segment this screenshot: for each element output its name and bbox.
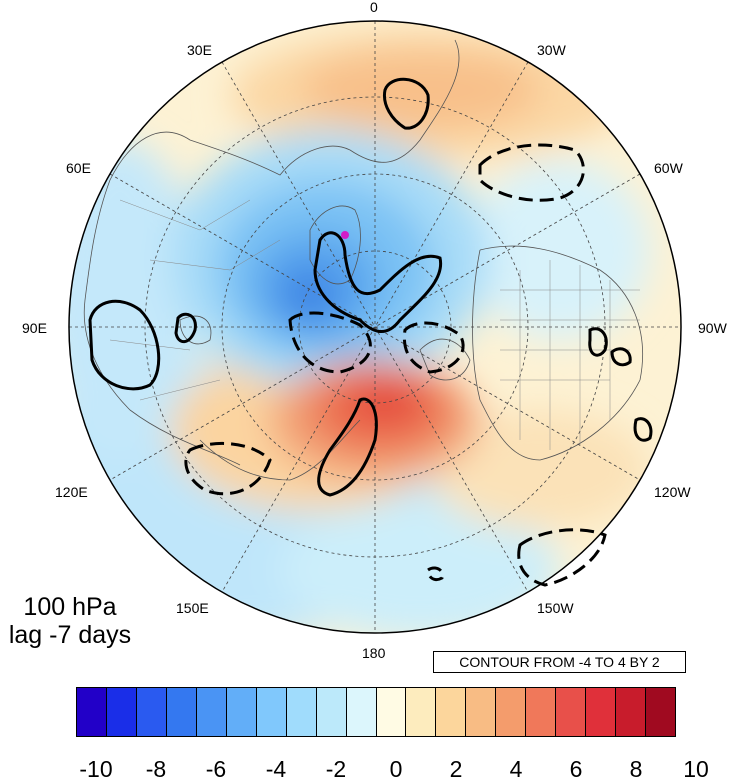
colorbar-cell [77,688,107,736]
colorbar-tick-label: 6 [569,756,583,782]
colorbar-cell [196,688,227,736]
colorbar-cell [616,688,647,736]
lon-label-120w: 120W [654,484,691,500]
lon-label-30w: 30W [537,42,566,58]
lon-label-90w: 90W [698,320,727,336]
colorbar-tick-label: 4 [509,756,523,782]
colorbar-tick-label: -2 [325,756,347,782]
colorbar-cell [286,688,317,736]
colorbar-cell [226,688,257,736]
colorbar-cell [436,688,467,736]
colorbar-cell [376,688,407,736]
colorbar-tick-label: 0 [389,756,403,782]
lag-label: lag -7 days [8,621,132,649]
lon-label-60w: 60W [654,160,683,176]
colorbar-cell [586,688,617,736]
colorbar-cell [406,688,437,736]
colorbar-tick-label: -10 [79,756,113,782]
colorbar-tick-label: 10 [683,756,709,782]
lon-label-150e: 150E [176,600,209,616]
graticule [69,21,681,633]
colorbar-cell [136,688,167,736]
colorbar-tick-label: -8 [145,756,167,782]
colorbar-cell [526,688,557,736]
colorbar-cell [556,688,587,736]
contour-info-box: CONTOUR FROM -4 TO 4 BY 2 [433,651,686,673]
contour-lines [88,77,653,497]
coastlines [83,39,643,481]
colorbar-cell [106,688,137,736]
lon-label-30e: 30E [187,42,212,58]
colorbar-tick-label: -6 [205,756,227,782]
location-marker [341,231,349,239]
negative-contour-lines [184,143,607,587]
colorbar-cell [466,688,497,736]
lon-label-60e: 60E [66,160,91,176]
lon-label-180: 180 [362,645,386,661]
colorbar-cell [316,688,347,736]
colorbar-tick-label: -4 [265,756,287,782]
map-boundary [68,20,682,634]
lon-label-90e: 90E [22,320,47,336]
level-label: 100 hPa [23,593,117,621]
polar-map [68,20,682,634]
borders [109,199,640,450]
lon-label-150w: 150W [537,600,574,616]
colorbar-tick-label: 8 [629,756,643,782]
colorbar-tick-label: 2 [449,756,463,782]
lon-label-120e: 120E [55,484,88,500]
lon-label-0: 0 [370,0,378,15]
colorbar-cell [646,688,676,736]
colorbar [76,687,676,737]
colorbar-cell [346,688,377,736]
colorbar-cell [256,688,287,736]
colorbar-cell [166,688,197,736]
colorbar-cell [496,688,527,736]
